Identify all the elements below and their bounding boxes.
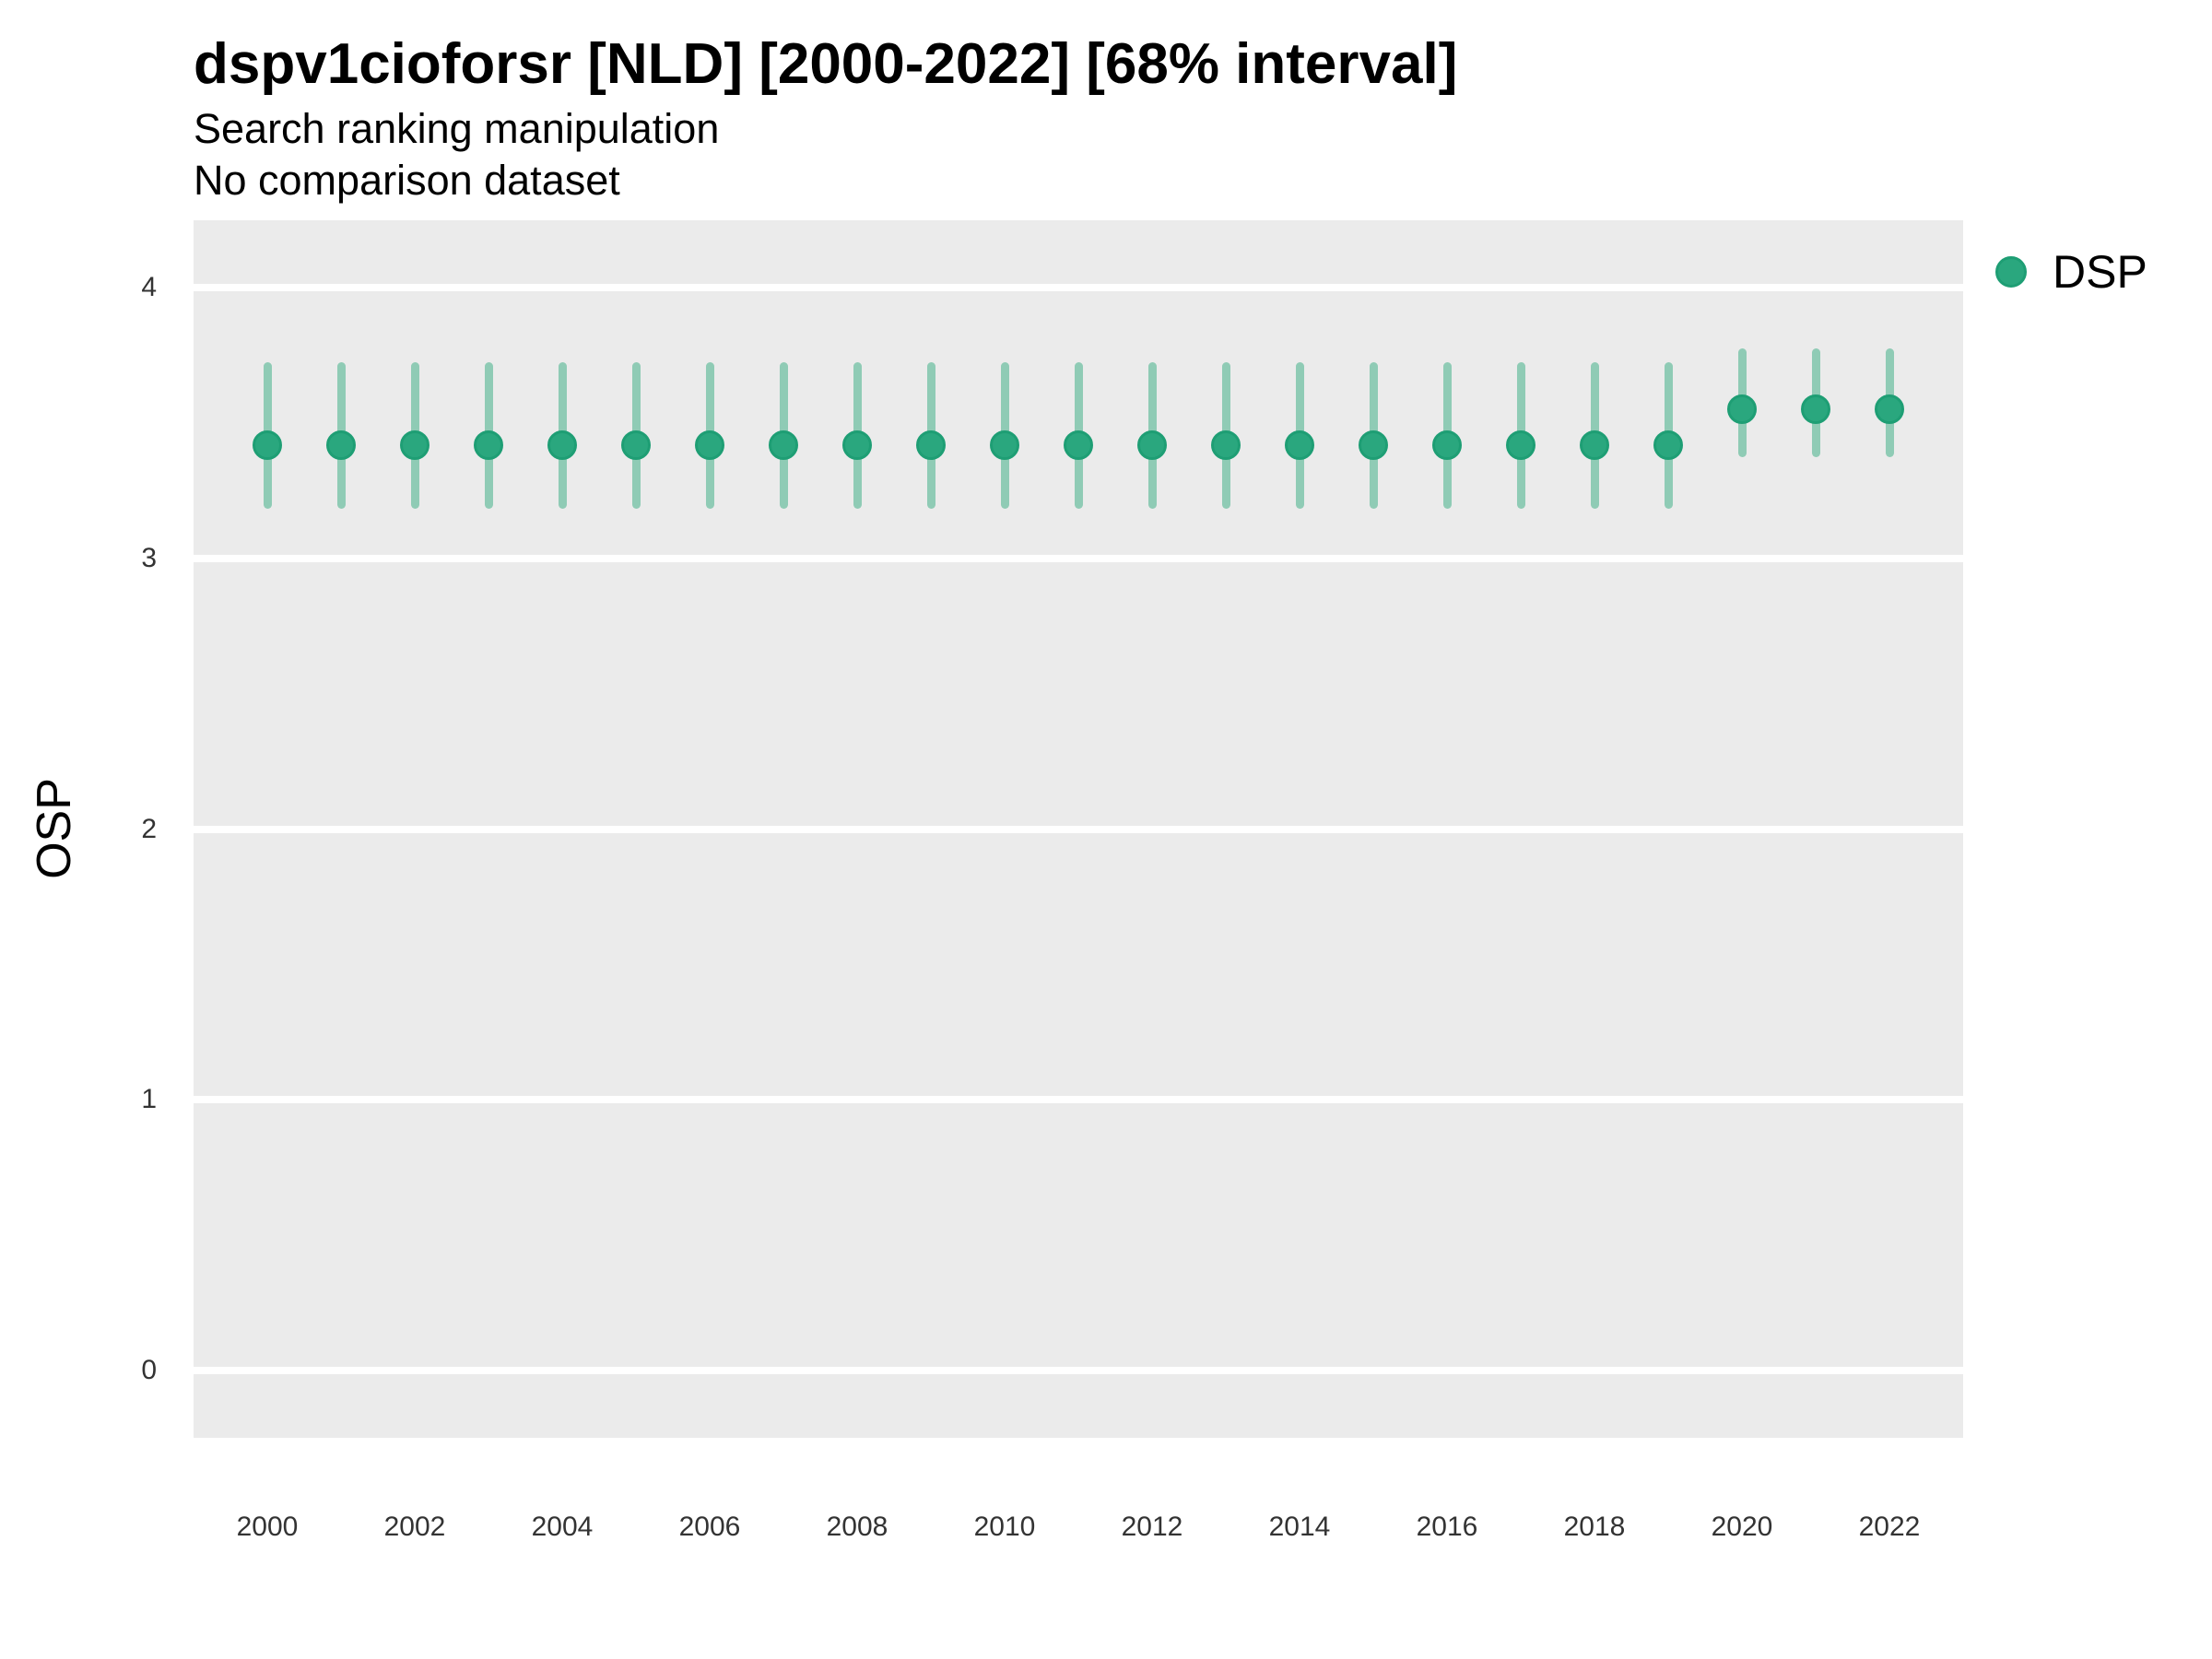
x-tick-label-2012: 2012 [1121, 1512, 1183, 1542]
data-point-2021 [1801, 394, 1830, 425]
chart-caption: No comparison dataset [194, 157, 620, 204]
legend-label: DSP [2053, 246, 2147, 298]
data-point-2014 [1285, 429, 1314, 460]
gridline-y-4 [194, 284, 1963, 292]
y-tick-label-1: 1 [141, 1084, 157, 1115]
x-tick-label-2004: 2004 [531, 1512, 594, 1542]
data-point-2003 [474, 429, 503, 460]
data-point-2020 [1727, 394, 1757, 425]
data-point-2013 [1211, 429, 1241, 460]
x-tick-label-2006: 2006 [678, 1512, 741, 1542]
data-point-2006 [695, 429, 724, 460]
data-point-2018 [1580, 429, 1609, 460]
x-tick-label-2010: 2010 [973, 1512, 1036, 1542]
chart-subtitle: Search ranking manipulation [194, 105, 720, 152]
x-tick-label-2014: 2014 [1268, 1512, 1331, 1542]
data-point-2015 [1359, 429, 1388, 460]
data-point-2022 [1875, 394, 1904, 425]
x-tick-label-2016: 2016 [1416, 1512, 1478, 1542]
x-tick-label-2022: 2022 [1858, 1512, 1921, 1542]
gridline-y-2 [194, 825, 1963, 833]
chart-title: dspv1cioforsr [NLD] [2000-2022] [68% int… [194, 32, 1458, 96]
data-point-2011 [1064, 429, 1093, 460]
data-point-2012 [1137, 429, 1167, 460]
data-point-2007 [769, 429, 798, 460]
gridline-y-1 [194, 1096, 1963, 1104]
data-point-2019 [1653, 429, 1683, 460]
data-point-2010 [990, 429, 1019, 460]
y-tick-label-4: 4 [141, 272, 157, 303]
data-point-2001 [326, 429, 356, 460]
data-point-2005 [621, 429, 651, 460]
data-point-2000 [253, 429, 282, 460]
data-point-2017 [1506, 429, 1535, 460]
y-tick-label-0: 0 [141, 1354, 157, 1385]
gridline-y-0 [194, 1366, 1963, 1374]
data-point-2004 [547, 429, 577, 460]
x-tick-label-2008: 2008 [826, 1512, 888, 1542]
data-point-2002 [400, 429, 429, 460]
x-tick-label-2002: 2002 [383, 1512, 446, 1542]
data-point-2016 [1432, 429, 1462, 460]
plot-panel [194, 220, 1963, 1438]
data-point-2008 [842, 429, 872, 460]
gridline-y-3 [194, 554, 1963, 562]
legend-point-icon [1995, 256, 2027, 288]
legend: DSP [1995, 245, 2147, 299]
y-tick-label-2: 2 [141, 813, 157, 844]
x-tick-label-2000: 2000 [236, 1512, 299, 1542]
x-tick-label-2020: 2020 [1711, 1512, 1773, 1542]
data-point-2009 [916, 429, 946, 460]
y-tick-label-3: 3 [141, 542, 157, 573]
x-tick-label-2018: 2018 [1563, 1512, 1626, 1542]
